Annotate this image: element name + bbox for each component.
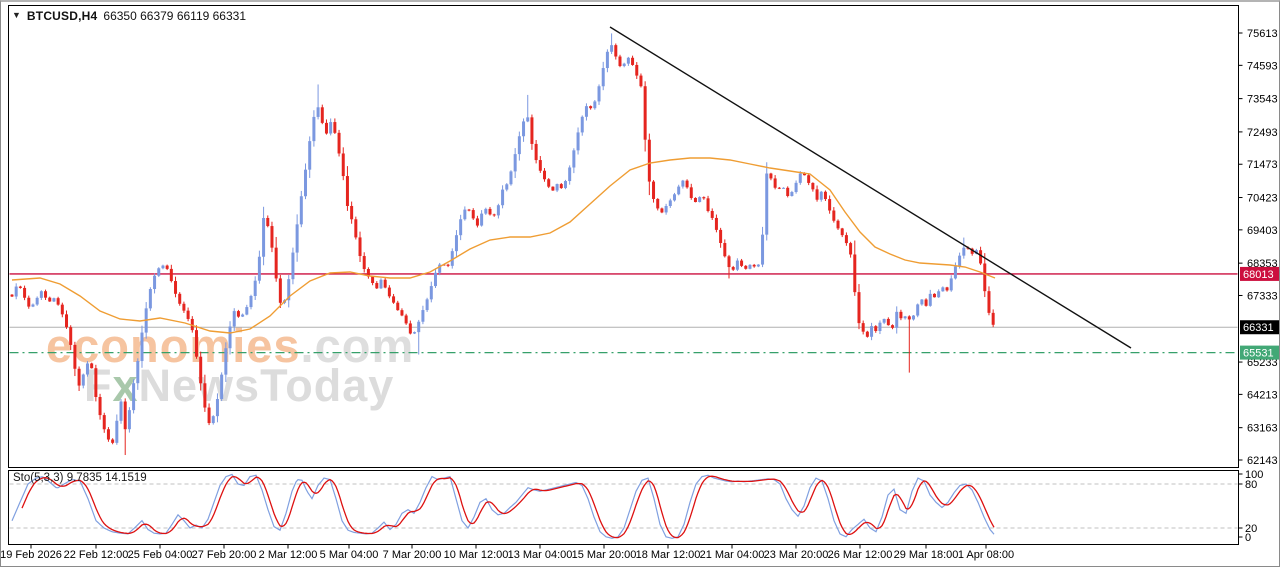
stochastic-level-label: 0	[1245, 532, 1251, 544]
main-panel-frame	[8, 5, 1239, 468]
date-tick-label: 1 Apr 08:00	[958, 549, 1014, 561]
price-tick-label: 69403	[1247, 225, 1278, 237]
stochastic-values: 9.7835 14.1519	[66, 472, 147, 484]
date-tick-label: 7 Mar 20:00	[383, 549, 442, 561]
stochastic-level-label: 20	[1245, 523, 1257, 535]
price-tick-label: 71473	[1247, 159, 1278, 171]
date-tick-label: 13 Mar 04:00	[508, 549, 573, 561]
date-tick-label: 10 Mar 12:00	[444, 549, 509, 561]
stochastic-d-line	[21, 475, 995, 539]
price-axis[interactable]: 7561374593735437249371473704236940368353…	[1238, 28, 1278, 467]
date-tick-label: 29 Mar 18:00	[894, 549, 959, 561]
date-tick-label: 27 Feb 20:00	[192, 549, 257, 561]
stochastic-plot[interactable]	[9, 473, 1238, 539]
price-tick-label: 64213	[1247, 389, 1278, 401]
watermark-dotcom-text: .com	[300, 319, 415, 372]
current-price-badge	[1240, 320, 1280, 335]
moving-average-line[interactable]	[11, 157, 996, 334]
date-tick-label: 21 Mar 04:00	[700, 549, 765, 561]
date-tick-label: 2 Mar 12:00	[259, 549, 318, 561]
watermark-economies: economies.com	[46, 318, 414, 373]
price-tick-label: 73543	[1247, 94, 1278, 106]
watermark-newstoday: NewsToday	[138, 360, 395, 411]
date-tick-label: 5 Mar 04:00	[320, 549, 379, 561]
watermark-fxnewstoday: FxNewsToday	[84, 360, 394, 412]
stochastic-level-label: 100	[1245, 469, 1263, 481]
date-tick-label: 25 Feb 04:00	[128, 549, 193, 561]
candles	[10, 33, 995, 456]
current-price-badge-text: 66331	[1243, 322, 1274, 334]
price-tick-label: 63163	[1247, 423, 1278, 435]
symbol-dropdown-icon[interactable]: ▼	[12, 10, 21, 20]
price-tick-label: 62143	[1247, 455, 1278, 467]
support-price-badge	[1240, 345, 1280, 360]
stochastic-level-label: 80	[1245, 479, 1257, 491]
ohlc-values: 66350 66379 66119 66331	[103, 9, 246, 23]
main-plot[interactable]	[9, 26, 1238, 456]
price-tick-label: 72493	[1247, 127, 1278, 139]
date-tick-label: 26 Mar 12:00	[828, 549, 893, 561]
time-axis[interactable]: 19 Feb 2026 22 Feb 12:00 25 Feb 04:00 27 Fe…	[0, 544, 1014, 562]
stochastic-label: Sto(5,3,3) 9.7835 14.1519	[13, 472, 147, 484]
symbol-label: BTCUSD,H4	[26, 9, 98, 23]
date-tick-label: 15 Mar 20:00	[572, 549, 637, 561]
price-tick-label: 70423	[1247, 193, 1278, 205]
descending-trendline[interactable]	[609, 26, 1132, 349]
date-tick-label: 22 Feb 12:00	[64, 549, 129, 561]
stochastic-panel-frame	[8, 470, 1239, 545]
price-tick-label: 74593	[1247, 60, 1278, 72]
symbol-header[interactable]: ▼ BTCUSD,H4 66350 66379 66119 66331	[12, 9, 246, 23]
resistance-price-badge	[1240, 266, 1280, 281]
date-tick-label: 19 Feb 2026	[0, 549, 62, 561]
price-tick-label: 65233	[1247, 357, 1278, 369]
support-price-badge-text: 65531	[1243, 348, 1274, 360]
price-tick-label: 67333	[1247, 290, 1278, 302]
watermark-economies-text: economies	[46, 319, 301, 372]
date-tick-label: 18 Mar 12:00	[636, 549, 701, 561]
price-tick-label: 75613	[1247, 28, 1278, 40]
resistance-price-badge-text: 68013	[1243, 269, 1274, 281]
stochastic-name: Sto(5,3,3)	[13, 472, 64, 484]
date-tick-label: 23 Mar 20:00	[764, 549, 829, 561]
